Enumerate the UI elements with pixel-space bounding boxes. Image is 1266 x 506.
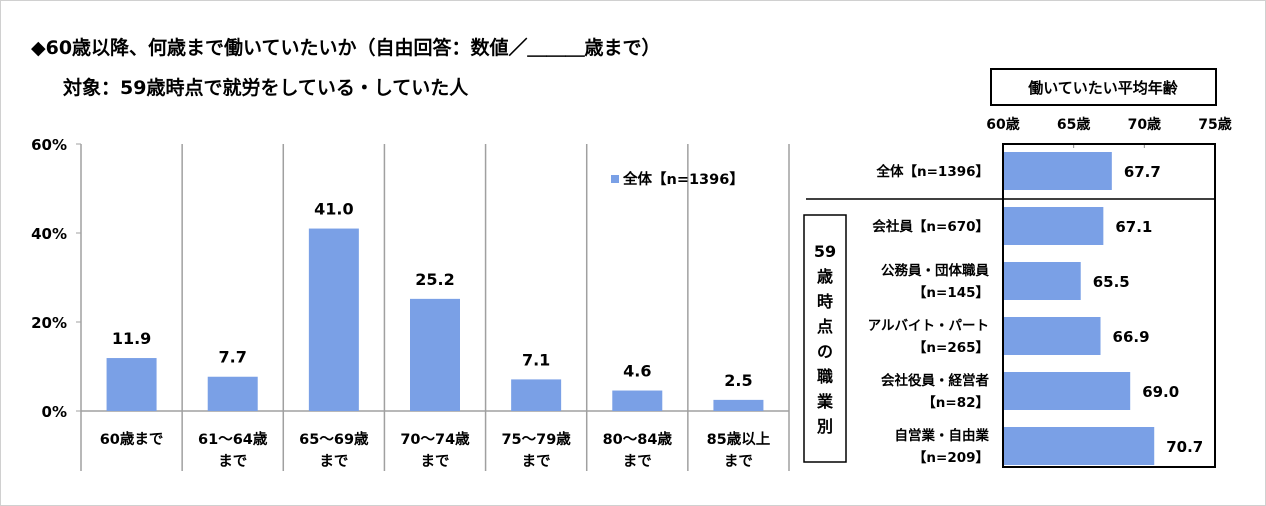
x-tick-label: まで xyxy=(421,453,450,470)
chart-title: ◆60歳以降、何歳まで働いていたいか（自由回答：数値／＿＿＿歳まで） xyxy=(31,37,661,59)
x-tick-label: 60歳 xyxy=(986,116,1019,133)
data-label: 25.2 xyxy=(415,270,454,289)
x-tick-label: まで xyxy=(724,453,753,470)
data-label: 4.6 xyxy=(623,362,651,381)
x-tick-label: 65歳 xyxy=(1057,116,1090,133)
data-label: 70.7 xyxy=(1166,438,1203,456)
bar xyxy=(1004,262,1081,300)
legend-label: 全体【n=1396】 xyxy=(622,170,744,188)
bar xyxy=(1004,372,1131,410)
x-tick-label: 75～79歳 xyxy=(501,430,571,448)
y-tick-label: 【n=145】 xyxy=(913,285,989,301)
y-tick-label: 全体【n=1396】 xyxy=(876,163,990,180)
y-tick-label: 会社役員・経営者 xyxy=(881,372,989,389)
y-tick-label: 【n=82】 xyxy=(922,395,989,411)
x-tick-label: 80～84歳 xyxy=(603,430,673,448)
data-label: 2.5 xyxy=(724,371,752,390)
data-label: 67.1 xyxy=(1115,218,1152,236)
group-label-char: 59 xyxy=(814,242,836,261)
bar xyxy=(1004,207,1104,245)
data-label: 11.9 xyxy=(112,329,151,348)
data-label: 66.9 xyxy=(1113,328,1150,346)
chart-subtitle: 対象：59歳時点で就労をしている・していた人 xyxy=(63,77,469,99)
y-tick-label: 【n=209】 xyxy=(913,450,989,466)
bar xyxy=(511,379,562,411)
data-label: 7.1 xyxy=(522,350,550,369)
group-label-char: 職 xyxy=(817,367,833,386)
group-label-char: 業 xyxy=(816,392,834,411)
x-tick-label: 70～74歳 xyxy=(400,430,470,448)
data-label: 41.0 xyxy=(314,200,353,219)
y-tick-label: 40% xyxy=(31,225,67,243)
x-tick-label: 85歳以上 xyxy=(707,430,771,448)
plot-frame xyxy=(1002,143,1216,468)
group-label-box xyxy=(803,214,847,463)
x-tick-label: まで xyxy=(319,453,348,470)
bar xyxy=(106,358,157,411)
group-label-char: の xyxy=(817,342,833,361)
y-tick-label: 20% xyxy=(31,314,67,332)
bar xyxy=(308,228,359,411)
data-label: 69.0 xyxy=(1142,383,1179,401)
y-tick-label: アルバイト・パート xyxy=(868,318,989,334)
bar xyxy=(1004,152,1112,190)
bar xyxy=(612,390,663,411)
bar xyxy=(713,399,764,411)
x-tick-label: 70歳 xyxy=(1128,116,1161,133)
bar xyxy=(207,376,258,411)
x-tick-label: まで xyxy=(218,453,247,470)
bar xyxy=(1004,427,1155,465)
x-tick-label: 61～64歳 xyxy=(198,430,268,448)
x-tick-label: 75歳 xyxy=(1198,116,1231,133)
group-label-char: 時 xyxy=(817,292,833,311)
group-label-char: 点 xyxy=(817,317,833,336)
y-tick-label: 60% xyxy=(31,136,67,154)
panel-title-box xyxy=(990,68,1217,106)
group-label-char: 歳 xyxy=(817,267,833,286)
data-label: 7.7 xyxy=(219,348,247,367)
y-tick-label: 自営業・自由業 xyxy=(895,427,990,444)
data-label: 67.7 xyxy=(1124,163,1161,181)
y-tick-label: 【n=265】 xyxy=(913,340,989,356)
legend-swatch xyxy=(611,175,619,183)
group-label-char: 別 xyxy=(817,417,833,436)
x-tick-label: まで xyxy=(623,453,652,470)
x-tick-label: まで xyxy=(522,453,551,470)
panel-title: 働いていたい平均年齢 xyxy=(1027,79,1179,97)
data-label: 65.5 xyxy=(1093,273,1130,291)
bar xyxy=(410,298,460,411)
x-tick-label: 60歳まで xyxy=(100,430,164,448)
y-tick-label: 会社員【n=670】 xyxy=(872,218,989,235)
y-tick-label: 0% xyxy=(42,403,67,421)
y-tick-label: 公務員・団体職員 xyxy=(881,262,989,279)
x-tick-label: 65～69歳 xyxy=(299,430,369,448)
bar xyxy=(1004,317,1101,355)
